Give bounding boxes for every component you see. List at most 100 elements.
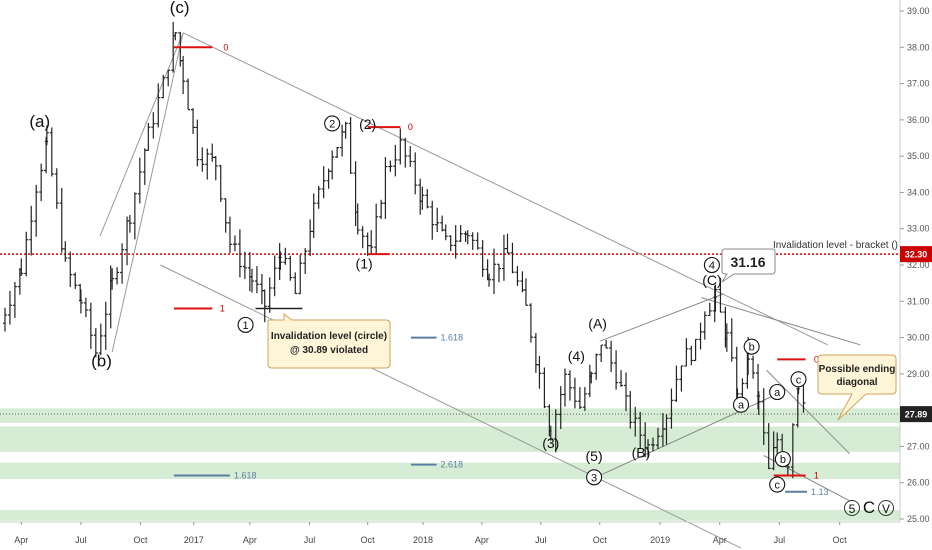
circled-wave-label-8: c bbox=[769, 476, 786, 493]
price-bar bbox=[537, 356, 542, 389]
circled-wave-text: b bbox=[749, 342, 755, 354]
price-bar bbox=[756, 391, 761, 415]
price-bar bbox=[684, 338, 689, 367]
time-tick-label-14: Jul bbox=[774, 535, 786, 545]
price-bar bbox=[492, 248, 497, 295]
price-badge-label: 27.89 bbox=[905, 410, 928, 420]
price-bar bbox=[311, 193, 316, 238]
circled-wave-text: 2 bbox=[329, 118, 335, 130]
red-level-label-0: 0 bbox=[223, 42, 228, 52]
price-bar bbox=[272, 255, 277, 297]
price-badge-0: 32.30 bbox=[900, 246, 932, 263]
circled-wave-label-4: a bbox=[732, 396, 750, 413]
circled-wave-ring bbox=[774, 451, 791, 468]
wave-label-2: (c) bbox=[170, 0, 190, 17]
price-bar bbox=[232, 235, 237, 252]
time-tick-label-2: Jul bbox=[75, 535, 87, 545]
price-bar bbox=[790, 423, 795, 479]
wave-label-1: (b) bbox=[91, 352, 112, 371]
price-bar bbox=[262, 289, 267, 323]
price-bar bbox=[181, 55, 186, 95]
price-bar bbox=[44, 125, 49, 146]
note-line-1: @ 30.89 violated bbox=[290, 345, 368, 356]
price-bar bbox=[624, 372, 629, 412]
price-bar bbox=[19, 258, 24, 277]
price-bar bbox=[487, 273, 492, 287]
price-bar bbox=[132, 192, 137, 240]
circled-wave-text: 1 bbox=[243, 320, 249, 332]
wave-label-0: (a) bbox=[29, 112, 50, 131]
trendline-6 bbox=[766, 369, 850, 455]
time-tick-label-15: Oct bbox=[833, 535, 848, 545]
price-bar bbox=[430, 200, 435, 240]
price-bar bbox=[330, 150, 335, 180]
price-tick-label-5: 34.00 bbox=[907, 187, 930, 197]
price-bar bbox=[360, 226, 365, 249]
price-bar bbox=[589, 371, 594, 384]
circled-wave-label-7: b bbox=[774, 451, 791, 468]
time-tick-label-4: 2017 bbox=[184, 535, 204, 545]
price-bar bbox=[343, 121, 348, 139]
circled-wave-label-5: b bbox=[743, 338, 760, 355]
price-bar bbox=[383, 156, 388, 219]
price-bar bbox=[693, 338, 698, 362]
price-bar bbox=[161, 74, 166, 99]
price-bar bbox=[348, 117, 353, 174]
price-bar bbox=[751, 355, 756, 379]
trendline-4 bbox=[599, 293, 724, 342]
circled-wave-label-2: 3 bbox=[586, 469, 603, 486]
price-badge-bg bbox=[900, 406, 932, 423]
price-bar bbox=[435, 207, 440, 233]
price-bar bbox=[633, 406, 638, 437]
circled-wave-text: b bbox=[780, 454, 786, 466]
price-bar bbox=[379, 199, 384, 220]
price-bar bbox=[443, 224, 448, 241]
price-bar bbox=[567, 370, 572, 401]
price-bar bbox=[594, 353, 599, 380]
wave-label-5: (3) bbox=[542, 435, 559, 451]
price-tick-label-4: 35.00 bbox=[907, 151, 930, 161]
circled-wave-ring bbox=[790, 371, 807, 388]
price-bar bbox=[146, 122, 151, 151]
price-bar bbox=[609, 340, 614, 372]
price-bar bbox=[12, 281, 17, 319]
price-bar bbox=[54, 168, 59, 209]
price-bar bbox=[453, 225, 458, 259]
wave-label-9: (B) bbox=[632, 444, 651, 460]
price-bar bbox=[369, 230, 374, 254]
price-tick-label-3: 36.00 bbox=[907, 115, 930, 125]
support-zone-3 bbox=[0, 509, 900, 521]
trendline-2 bbox=[111, 32, 184, 353]
fib-level-label-1: 1.618 bbox=[441, 333, 464, 343]
level-markers: 0 0 1 0 1 1.618 1.618 2.618 1.13 bbox=[173, 42, 829, 497]
price-bar bbox=[528, 303, 533, 343]
time-tick-label-1: Apr bbox=[14, 535, 28, 545]
time-tick-label-10: Jul bbox=[535, 535, 547, 545]
price-bar bbox=[120, 243, 125, 284]
price-bar bbox=[151, 112, 156, 139]
price-tick-label-0: 39.00 bbox=[907, 6, 930, 16]
note-line-0: Possible ending bbox=[819, 364, 896, 375]
price-bar bbox=[761, 388, 766, 446]
circled-wave-label-0: 1 bbox=[237, 316, 254, 333]
price-bar bbox=[650, 437, 655, 452]
note-box bbox=[267, 313, 391, 369]
price-bar bbox=[408, 146, 413, 167]
time-tick-label-6: Jul bbox=[304, 535, 316, 545]
price-bar bbox=[298, 254, 303, 295]
degree-item-0: 5 bbox=[849, 502, 856, 516]
price-bar bbox=[186, 78, 191, 111]
fib-level-label-0: 1.618 bbox=[234, 470, 257, 480]
price-bar bbox=[288, 255, 293, 281]
price-bar bbox=[646, 439, 651, 459]
price-bar bbox=[553, 409, 558, 453]
price-bar bbox=[674, 365, 679, 402]
price-bar bbox=[515, 266, 520, 286]
circled-wave-label-9: c bbox=[790, 371, 807, 388]
price-bar bbox=[218, 164, 223, 202]
price-tick-label-6: 33.00 bbox=[907, 224, 930, 234]
wave-label-10: (C) bbox=[702, 272, 721, 288]
price-bar bbox=[293, 272, 298, 295]
price-bar bbox=[619, 370, 624, 387]
price-bar bbox=[766, 423, 771, 470]
